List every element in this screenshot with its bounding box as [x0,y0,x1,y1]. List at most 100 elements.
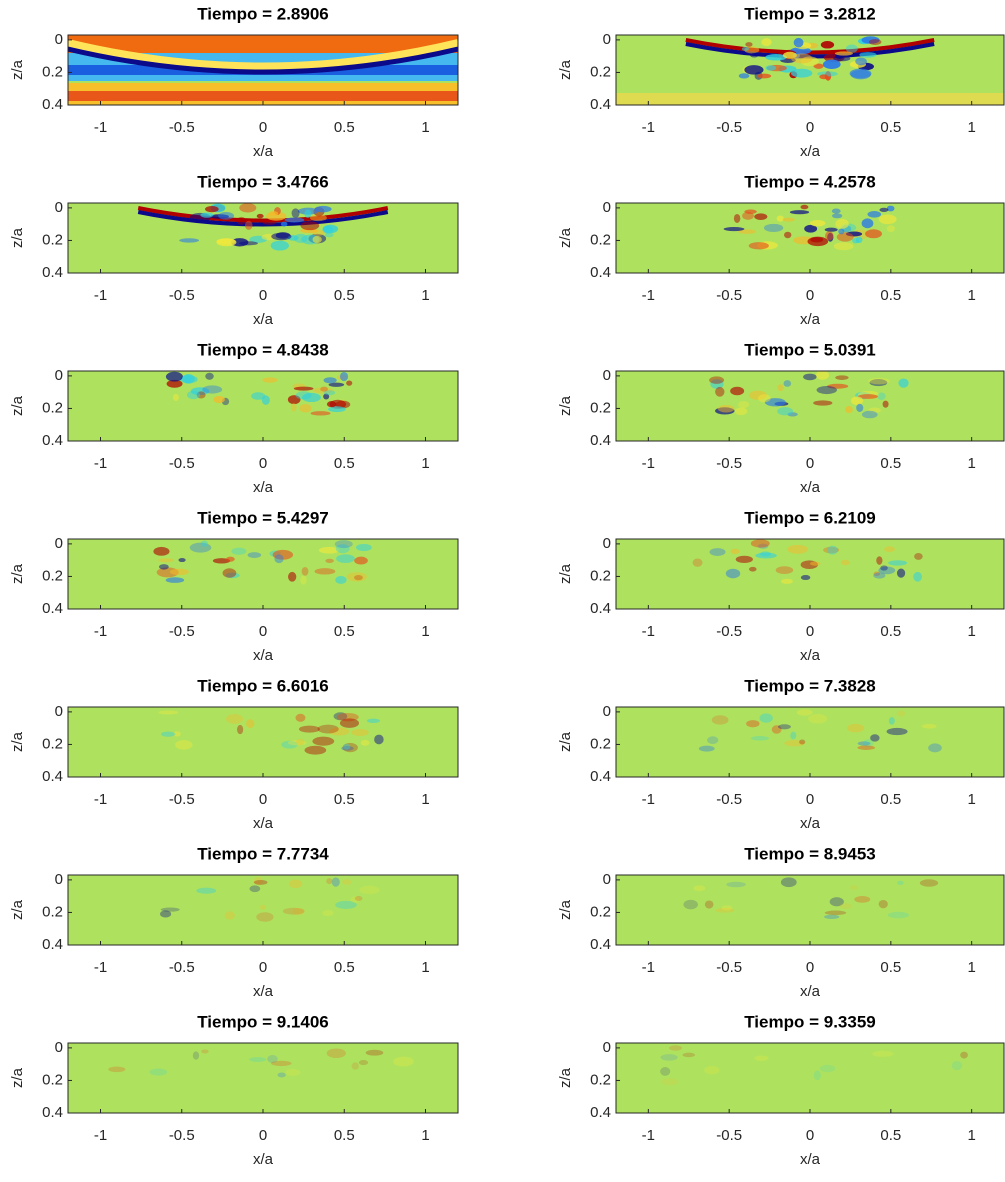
wavefront [137,210,389,227]
field-blob [790,68,813,78]
field-blob [897,710,906,717]
field-blob [236,216,246,225]
x-tick-label: 0 [806,623,814,640]
field-blob [354,556,368,565]
field-blob [328,382,345,387]
field-blob [738,400,750,409]
field [616,203,1004,273]
subplot: -1 -0.5 0 0.5 1 0 0.2 0.4 Tiempo = 5.4297 x/a z/a [9,508,459,664]
field-blob [326,878,333,885]
field-blob [738,229,757,234]
y-axis-label: z/a [557,395,574,416]
field-background [68,1043,458,1113]
field-blob [831,213,843,219]
x-tick-label: -1 [94,455,107,472]
field-blob [682,1052,696,1058]
field-blob [205,372,214,380]
field [616,1043,1004,1113]
field-blob [754,213,768,220]
field [68,203,458,273]
y-tick-label: 0.4 [42,432,63,449]
field-blob [351,728,369,737]
field-blob [845,405,853,414]
field-blob [855,57,867,66]
field-blob [857,741,871,746]
subplot-title: Tiempo = 4.8438 [197,340,329,359]
y-tick-label: 0 [603,367,611,384]
field-blob [149,1068,168,1076]
field-blob [715,907,735,913]
field-blob [816,371,830,380]
x-tick-label: 1 [967,623,975,640]
field-blob [190,387,210,396]
field-blob [787,412,798,417]
field-blob [231,547,247,555]
field-blob [246,719,255,729]
y-axis-label: z/a [557,563,574,584]
field-blob [301,567,309,576]
x-tick-label: 0 [259,119,267,136]
field-blob [777,724,791,730]
x-tick-label: 1 [421,455,429,472]
field-blob [280,221,288,227]
field-blob [160,731,176,737]
y-tick-label: 0 [55,367,63,384]
x-axis-label: x/a [253,479,274,496]
field-blob [780,877,797,888]
x-tick-label: -0.5 [716,623,742,640]
field [68,1043,458,1113]
field-blob [158,558,174,563]
wavefront [137,206,389,223]
x-axis-label: x/a [800,311,821,328]
field-blob [748,242,769,250]
field-blob [225,572,240,579]
field-blob [153,546,170,556]
field-blob [831,208,841,214]
field-blob [734,407,748,416]
field-blob [331,877,340,887]
field-blob [202,385,223,394]
field-blob [804,224,818,233]
field-blob [262,377,278,383]
y-tick-label: 0.2 [590,399,611,416]
field-blob [704,1066,720,1075]
y-axis-label: z/a [557,899,574,920]
field-blob [876,556,883,565]
field-blob [749,566,757,572]
x-tick-label: 1 [967,791,975,808]
field-blob [212,558,231,564]
field-blob [160,907,180,912]
x-tick-label: 0.5 [334,1127,355,1144]
field-blob [781,578,793,584]
field-blob [693,885,706,892]
field-blob [247,552,262,558]
field-blob [704,900,714,909]
field-blob [886,225,895,233]
field-blob [660,1054,678,1061]
field-blob [849,68,872,79]
field-blob [295,391,312,400]
field-blob [823,546,840,554]
field-blob [951,1060,963,1071]
field-blob [744,209,757,214]
field-blob [757,73,772,79]
subplot-title: Tiempo = 9.1406 [197,1012,329,1031]
field-blob [253,879,268,885]
y-tick-label: 0.2 [590,231,611,248]
field-blob [318,546,340,554]
field-blob [742,211,754,220]
field-blob [711,715,729,725]
field-blob [339,718,360,728]
field-blob [782,217,795,222]
subplot: -1 -0.5 0 0.5 1 0 0.2 0.4 Tiempo = 3.2812 x/a z/a [557,4,1005,160]
field [616,371,1004,441]
field-blob [355,543,372,552]
field-blob [840,559,851,566]
x-tick-label: -1 [642,623,655,640]
field-blob [835,375,849,380]
field-blob [829,897,844,907]
field-blob [314,568,336,575]
field-blob [777,407,794,416]
y-tick-label: 0 [55,535,63,552]
